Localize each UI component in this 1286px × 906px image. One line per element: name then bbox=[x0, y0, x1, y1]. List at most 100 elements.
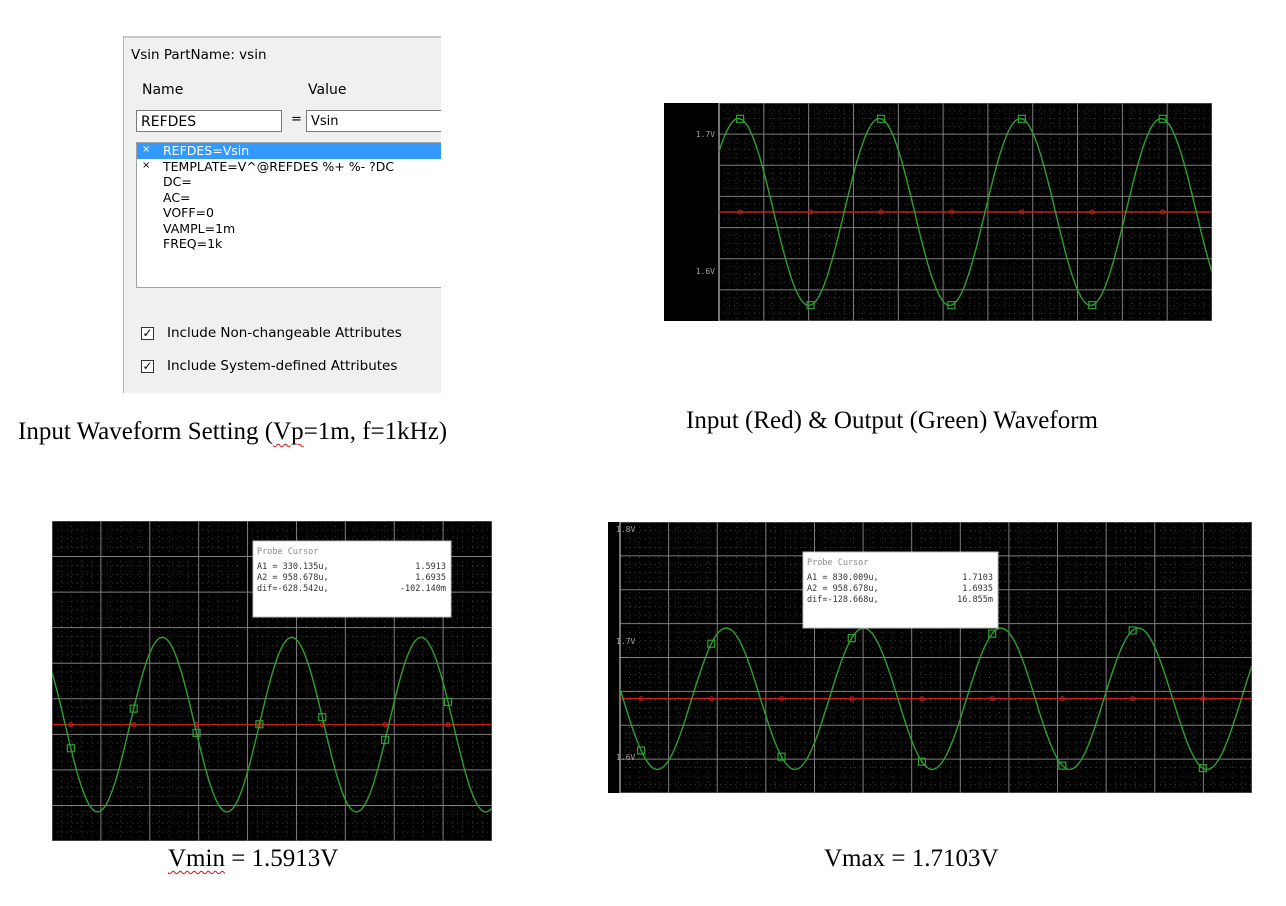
checkmark-icon: ✓ bbox=[142, 326, 153, 340]
probe-cursor-value: -102.140m bbox=[400, 584, 446, 594]
attribute-item[interactable]: × REFDES=Vsin bbox=[137, 143, 441, 159]
caption-misspelled-word: Vmin bbox=[168, 845, 225, 872]
equals-sign: = bbox=[291, 112, 302, 127]
probe-cursor-label: A1 = 330.135u, bbox=[257, 562, 329, 572]
probe-cursor-value: 1.5913 bbox=[415, 562, 446, 572]
input-trace-marker bbox=[1059, 696, 1065, 702]
output-trace-marker bbox=[318, 713, 327, 722]
output-trace-marker bbox=[736, 114, 745, 123]
output-trace bbox=[718, 117, 1212, 307]
probe-cursor-label: A2 = 958.678u, bbox=[257, 573, 329, 583]
input-trace-marker bbox=[919, 696, 925, 702]
output-trace-marker bbox=[66, 744, 75, 753]
attribute-list[interactable]: × REFDES=Vsin × TEMPLATE=V^@REFDES %+ %- ?… bbox=[136, 142, 441, 288]
y-tick-label: 1.6V bbox=[616, 753, 635, 762]
y-tick-label: 1.6V bbox=[696, 267, 715, 276]
output-trace-marker bbox=[1088, 301, 1097, 310]
attribute-item[interactable]: × TEMPLATE=V^@REFDES %+ %- ?DC bbox=[137, 159, 441, 175]
output-trace-marker bbox=[806, 301, 815, 310]
name-field[interactable]: REFDES bbox=[136, 110, 282, 132]
output-trace-marker bbox=[988, 629, 997, 638]
attribute-text: REFDES=Vsin bbox=[163, 143, 250, 158]
input-trace-marker bbox=[779, 696, 785, 702]
attribute-text: TEMPLATE=V^@REFDES %+ %- ?DC bbox=[163, 158, 395, 174]
attribute-text: DC= bbox=[163, 174, 192, 189]
attribute-item[interactable]: AC= bbox=[137, 190, 441, 206]
input-trace-marker bbox=[849, 696, 855, 702]
attribute-item[interactable]: FREQ=1k bbox=[137, 236, 441, 252]
output-trace-marker bbox=[876, 114, 886, 123]
output-trace-marker bbox=[255, 720, 264, 729]
output-trace-marker bbox=[847, 633, 856, 643]
y-tick-label: 1.7V bbox=[696, 130, 715, 139]
output-trace-marker bbox=[947, 301, 956, 310]
vmin-caption: Vmin = 1.5913V bbox=[168, 845, 338, 873]
caption-text: Input Waveform Setting ( bbox=[18, 418, 274, 445]
non-changeable-label: Include Non-changeable Attributes bbox=[167, 325, 402, 341]
vmax-waveform-plot: 1.8V 1.7V 1.6V Probe Cursor A1 = 830.009u, 1.… bbox=[608, 522, 1252, 793]
caption-text: = 1.5913V bbox=[224, 845, 339, 872]
input-trace-marker bbox=[638, 696, 644, 702]
panel-top-border bbox=[124, 36, 441, 38]
output-trace-marker bbox=[192, 728, 201, 737]
y-tick-label: 1.8V bbox=[616, 525, 635, 534]
input-output-waveform-plot: 1.7V 1.6V bbox=[664, 103, 1212, 321]
probe-cursor-value: 1.7103 bbox=[962, 573, 993, 583]
part-title: Vsin PartName: vsin bbox=[131, 47, 267, 63]
input-trace-marker bbox=[808, 209, 814, 215]
probe-cursor-background bbox=[252, 540, 452, 618]
value-column-header: Value bbox=[308, 82, 347, 98]
output-trace-marker bbox=[381, 735, 390, 744]
input-trace-marker bbox=[1160, 209, 1166, 215]
probe-cursor-label: A2 = 958.678u, bbox=[807, 584, 879, 594]
vmax-caption: Vmax = 1.7103V bbox=[824, 845, 999, 872]
probe-cursor-box: Probe Cursor A1 = 330.135u, 1.5913 A2 = 958… bbox=[252, 540, 452, 618]
attribute-text: FREQ=1k bbox=[163, 236, 223, 251]
probe-cursor-label: dif=-128.668u, bbox=[807, 595, 879, 605]
input-trace-marker bbox=[382, 722, 388, 728]
probe-cursor-box: Probe Cursor A1 = 830.009u, 1.7103 A2 = 958… bbox=[802, 551, 999, 629]
non-changeable-checkbox[interactable]: ✓ bbox=[141, 327, 154, 340]
probe-cursor-title: Probe Cursor bbox=[257, 547, 318, 557]
attribute-item[interactable]: DC= bbox=[137, 174, 441, 190]
input-trace-marker bbox=[68, 722, 74, 728]
attribute-text: AC= bbox=[163, 189, 191, 205]
probe-cursor-value: 1.6935 bbox=[962, 584, 993, 594]
output-trace bbox=[52, 636, 492, 813]
vmin-waveform-plot: Probe Cursor A1 = 330.135u, 1.5913 A2 = 958… bbox=[52, 521, 492, 841]
output-trace-marker bbox=[1198, 764, 1207, 773]
output-trace-marker bbox=[707, 639, 716, 648]
input-trace-marker bbox=[878, 209, 884, 215]
output-trace bbox=[619, 627, 1252, 771]
attribute-item[interactable]: VOFF=0 bbox=[137, 205, 441, 221]
output-trace-marker bbox=[1017, 114, 1026, 123]
property-editor-panel: Vsin PartName: vsin Name Value REFDES = … bbox=[123, 36, 441, 393]
input-trace-marker bbox=[948, 209, 954, 215]
attribute-text: VAMPL=1m bbox=[163, 220, 236, 236]
system-defined-checkbox[interactable]: ✓ bbox=[141, 360, 154, 373]
attribute-marker: × bbox=[142, 159, 151, 171]
checkmark-icon: ✓ bbox=[142, 359, 153, 373]
input-trace-marker bbox=[1200, 696, 1206, 702]
input-trace-marker bbox=[989, 696, 995, 702]
input-trace-marker bbox=[1130, 696, 1136, 702]
output-trace-marker bbox=[1158, 114, 1167, 123]
output-trace-marker bbox=[777, 752, 786, 761]
attribute-item[interactable]: VAMPL=1m bbox=[137, 221, 441, 237]
input-trace-marker bbox=[1089, 209, 1095, 215]
output-trace-marker bbox=[443, 697, 453, 706]
value-field[interactable]: Vsin bbox=[306, 110, 441, 132]
output-trace-marker bbox=[1058, 761, 1067, 770]
attribute-marker: × bbox=[142, 144, 151, 155]
probe-cursor-title: Probe Cursor bbox=[807, 558, 868, 568]
caption-misspelled-word: Vp bbox=[273, 418, 304, 445]
output-trace-marker bbox=[1128, 626, 1137, 635]
input-trace-marker bbox=[131, 722, 137, 728]
input-setting-caption: Input Waveform Setting (Vp=1m, f=1kHz) bbox=[18, 418, 447, 446]
probe-cursor-value: 16.855m bbox=[957, 595, 993, 605]
attribute-text: VOFF=0 bbox=[163, 205, 214, 220]
system-defined-label: Include System-defined Attributes bbox=[167, 358, 398, 374]
probe-cursor-background bbox=[802, 551, 999, 629]
caption-text: =1m, f=1kHz) bbox=[303, 418, 448, 445]
output-trace-marker bbox=[129, 704, 138, 713]
